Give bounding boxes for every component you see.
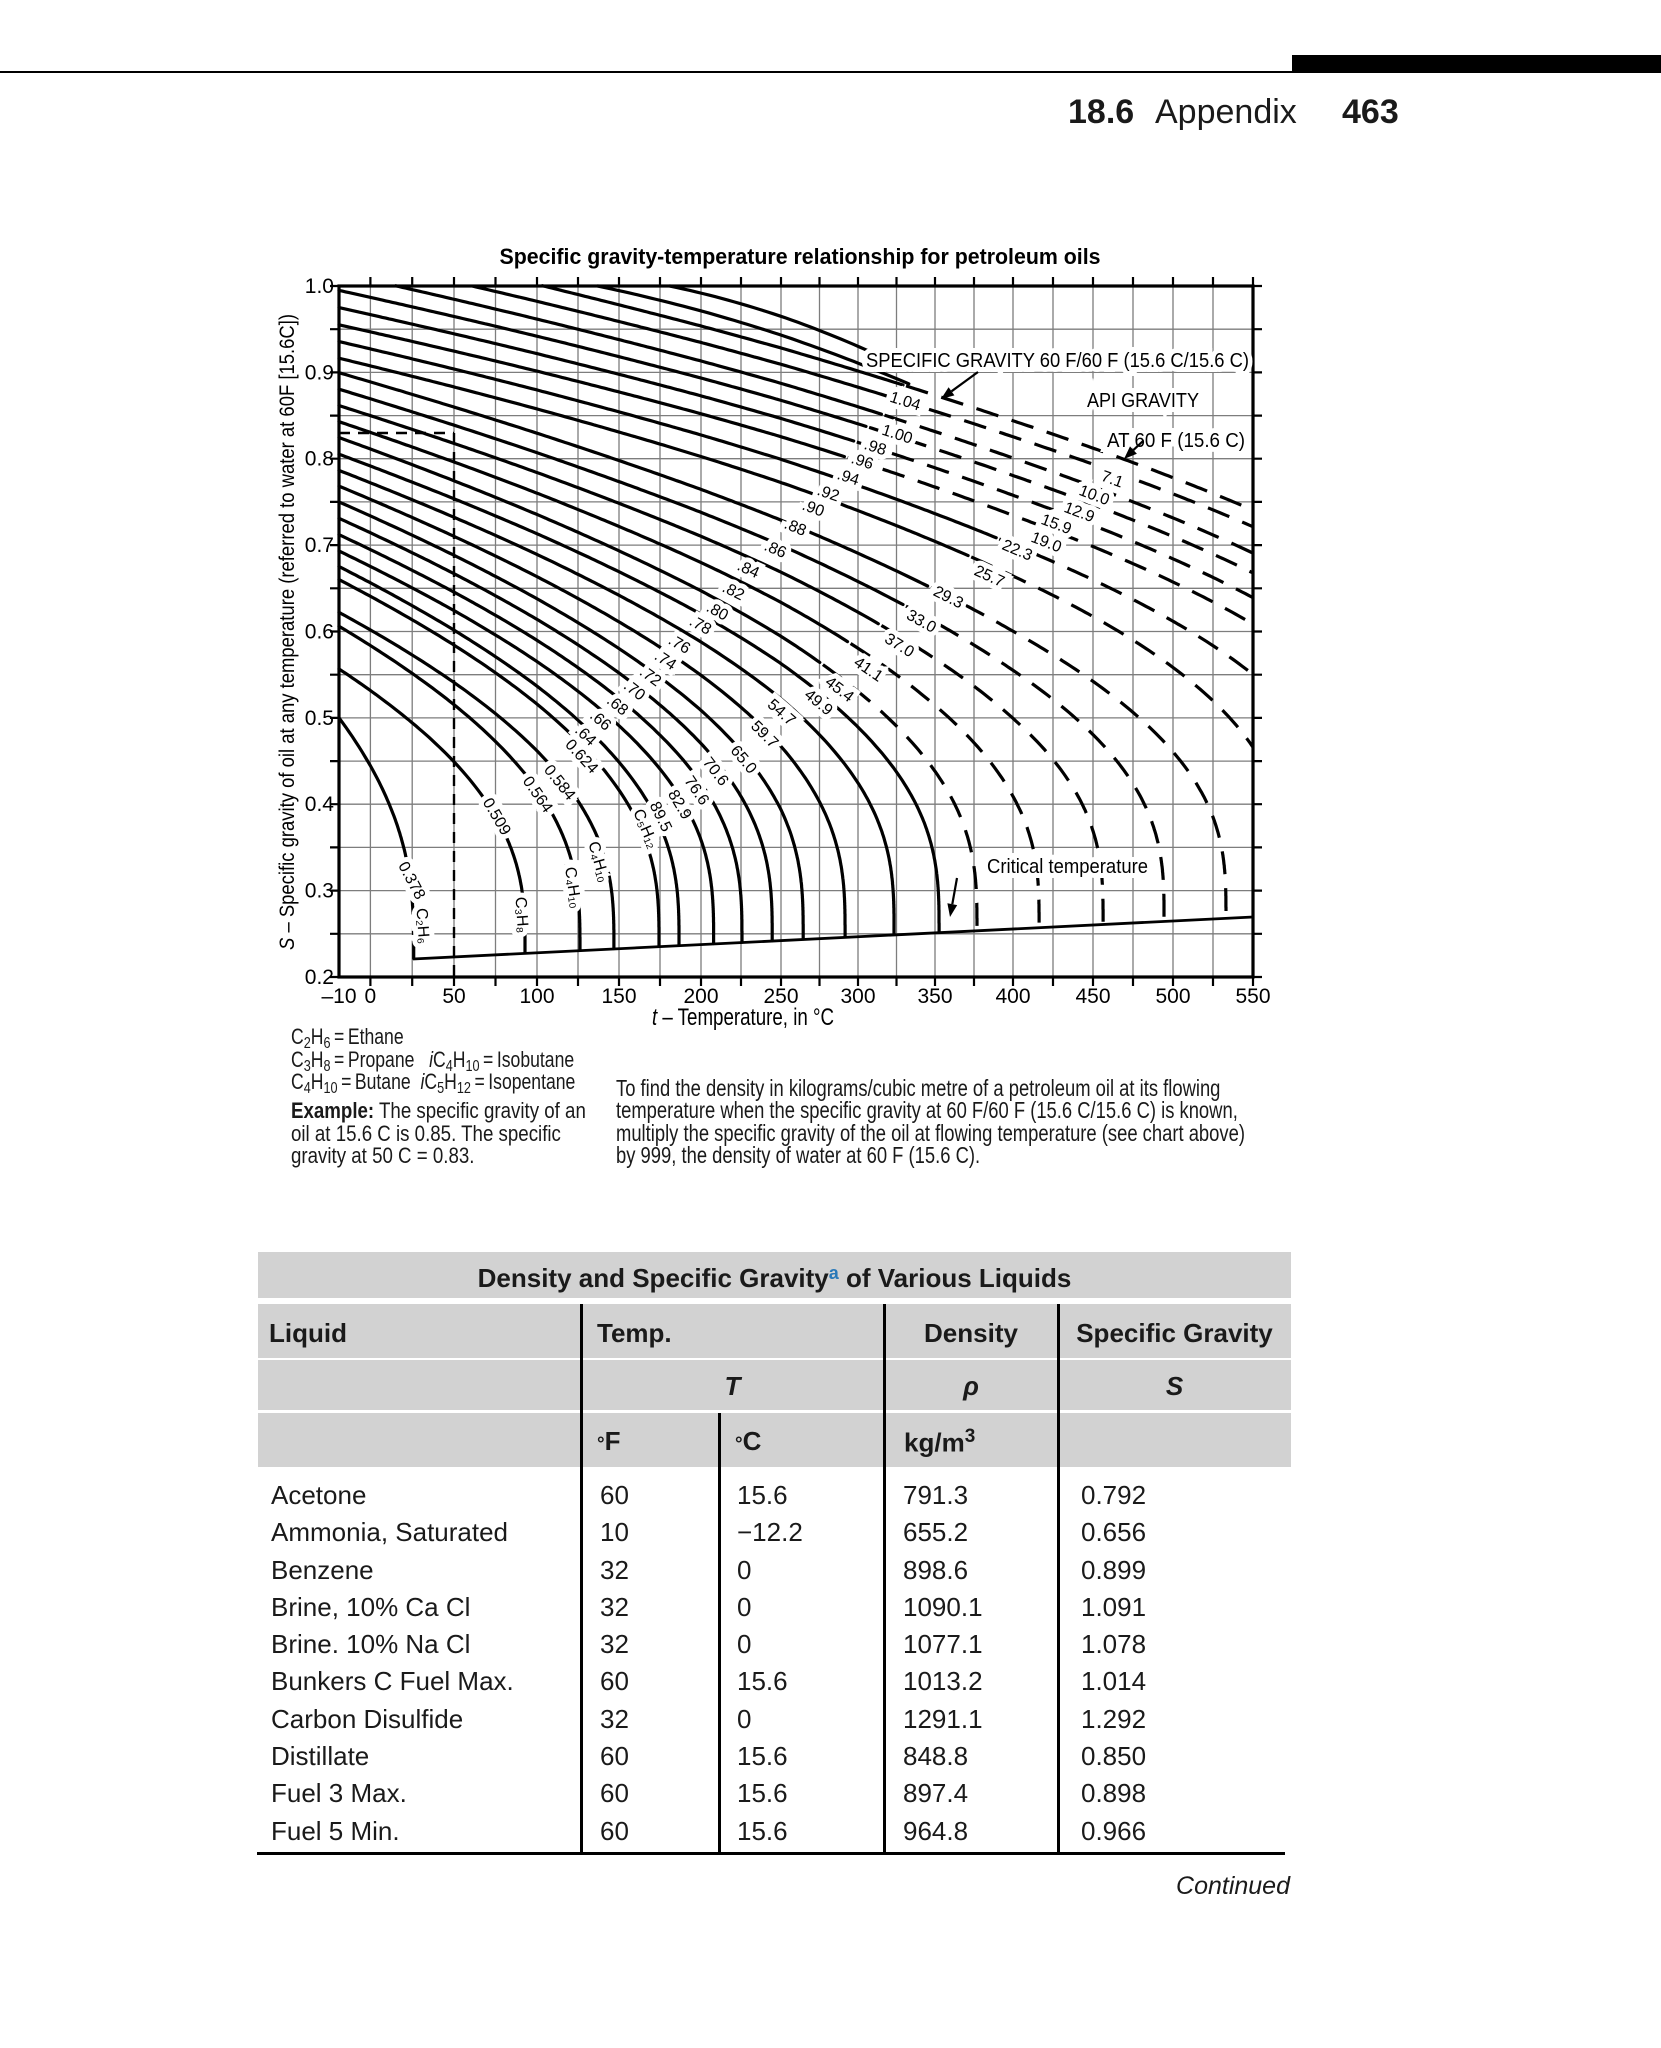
svg-text:550: 550 [1235, 985, 1270, 1008]
svg-text:S – Specific gravity of oil at: S – Specific gravity of oil at any tempe… [276, 314, 299, 950]
svg-text:7.1: 7.1 [1099, 468, 1126, 492]
svg-text:API GRAVITY: API GRAVITY [1087, 390, 1199, 412]
svg-text:37.0: 37.0 [881, 630, 917, 661]
svg-text:Specific gravity-temperature r: Specific gravity-temperature relationshi… [500, 244, 1101, 269]
svg-text:0: 0 [365, 985, 377, 1008]
svg-text:70.6: 70.6 [699, 754, 732, 789]
svg-text:0.7: 0.7 [305, 534, 334, 557]
svg-text:200: 200 [683, 985, 718, 1008]
svg-text:iC₄H₁₀: iC₄H₁₀ [560, 862, 584, 909]
svg-text:400: 400 [995, 985, 1030, 1008]
svg-text:0.5: 0.5 [305, 707, 334, 730]
svg-text:.86: .86 [762, 538, 789, 562]
svg-text:0.378: 0.378 [394, 859, 428, 902]
svg-text:0.2: 0.2 [305, 966, 334, 989]
svg-text:0.509: 0.509 [479, 795, 514, 838]
svg-text:0.9: 0.9 [305, 361, 334, 384]
svg-text:0.8: 0.8 [305, 448, 334, 471]
svg-text:0.4: 0.4 [305, 793, 335, 816]
svg-text:1.0: 1.0 [305, 275, 334, 298]
svg-text:100: 100 [519, 985, 554, 1008]
svg-text:150: 150 [601, 985, 636, 1008]
svg-text:1.04: 1.04 [888, 389, 923, 415]
svg-text:50: 50 [442, 985, 465, 1008]
svg-text:500: 500 [1155, 985, 1190, 1008]
svg-text:0.6: 0.6 [305, 621, 334, 644]
svg-text:C₃H₈: C₃H₈ [512, 896, 532, 933]
svg-text:450: 450 [1075, 985, 1110, 1008]
svg-text:33.0: 33.0 [903, 607, 939, 637]
svg-text:Critical temperature: Critical temperature [987, 856, 1148, 878]
svg-text:59.7: 59.7 [747, 718, 781, 752]
svg-text:C₂H₆: C₂H₆ [413, 908, 432, 945]
svg-text:t – Temperature, in °C: t – Temperature, in °C [652, 1004, 834, 1031]
svg-text:0.3: 0.3 [305, 880, 334, 903]
svg-text:300: 300 [840, 985, 875, 1008]
svg-text:350: 350 [917, 985, 952, 1008]
svg-text:–10: –10 [321, 985, 356, 1008]
svg-text:29.3: 29.3 [930, 583, 966, 612]
svg-text:.88: .88 [782, 516, 809, 540]
svg-text:25.7: 25.7 [971, 563, 1006, 591]
svg-text:41.1: 41.1 [851, 654, 886, 686]
svg-text:C₄H₁₀: C₄H₁₀ [584, 840, 612, 885]
svg-text:AT 60 F (15.6 C): AT 60 F (15.6 C) [1107, 430, 1245, 452]
svg-text:65.0: 65.0 [727, 742, 760, 777]
svg-text:SPECIFIC GRAVITY 60 F/60 F (15: SPECIFIC GRAVITY 60 F/60 F (15.6 C/15.6 … [866, 350, 1249, 372]
svg-text:250: 250 [763, 985, 798, 1008]
